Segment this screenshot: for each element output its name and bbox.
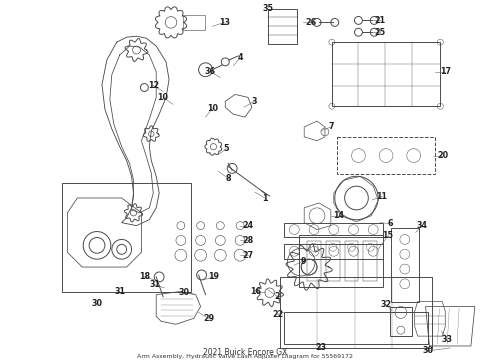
Text: 12: 12	[147, 81, 159, 90]
Text: 23: 23	[316, 343, 326, 352]
Text: 3: 3	[251, 97, 257, 106]
Text: 31: 31	[114, 287, 125, 296]
Text: 14: 14	[333, 211, 344, 220]
Text: 26: 26	[306, 18, 317, 27]
Text: 10: 10	[158, 93, 169, 102]
Bar	[285, 312, 427, 344]
Bar	[279, 277, 433, 348]
Bar	[332, 42, 441, 106]
Text: 8: 8	[225, 174, 231, 183]
Text: 32: 32	[381, 300, 392, 309]
Text: 30: 30	[178, 288, 189, 297]
Text: 27: 27	[243, 251, 253, 260]
Text: 5: 5	[223, 144, 229, 153]
Bar	[390, 306, 412, 336]
Text: 6: 6	[387, 219, 393, 228]
Bar	[285, 223, 383, 238]
Text: 15: 15	[383, 231, 393, 240]
Text: 34: 34	[416, 221, 427, 230]
Text: 36: 36	[205, 67, 216, 76]
Text: 24: 24	[243, 221, 253, 230]
Text: 9: 9	[300, 257, 306, 266]
Text: 18: 18	[139, 273, 150, 282]
Bar	[391, 228, 418, 302]
Bar	[326, 242, 340, 281]
Text: 20: 20	[438, 151, 449, 160]
Bar	[307, 242, 321, 281]
Text: Arm Assembly, Hydraulic Valve Lash Adjuster Diagram for 55569172: Arm Assembly, Hydraulic Valve Lash Adjus…	[137, 354, 353, 359]
Bar	[268, 9, 297, 44]
Text: 31: 31	[150, 280, 161, 289]
Text: 29: 29	[203, 314, 214, 323]
Text: 25: 25	[374, 28, 386, 37]
Text: 30: 30	[422, 346, 433, 355]
Bar	[337, 137, 436, 174]
Text: 1: 1	[262, 194, 268, 203]
Text: 2021 Buick Encore GX: 2021 Buick Encore GX	[203, 348, 287, 357]
Text: 21: 21	[374, 16, 386, 25]
Text: 30: 30	[92, 299, 102, 308]
Bar	[285, 244, 383, 259]
Text: 7: 7	[328, 122, 334, 131]
Text: 35: 35	[262, 4, 273, 13]
Text: 11: 11	[377, 192, 388, 201]
Text: 22: 22	[272, 310, 283, 319]
Text: 2: 2	[275, 292, 280, 301]
Bar	[183, 14, 204, 30]
Text: 28: 28	[243, 236, 254, 245]
Bar	[63, 183, 191, 292]
Text: 19: 19	[208, 273, 219, 282]
Text: 17: 17	[440, 67, 451, 76]
Text: 4: 4	[237, 53, 243, 62]
Text: 16: 16	[250, 287, 261, 296]
Bar	[364, 242, 377, 281]
Bar	[299, 235, 383, 287]
Bar	[344, 242, 359, 281]
Text: 33: 33	[442, 334, 453, 343]
Text: 10: 10	[207, 104, 218, 113]
Text: 13: 13	[219, 18, 230, 27]
